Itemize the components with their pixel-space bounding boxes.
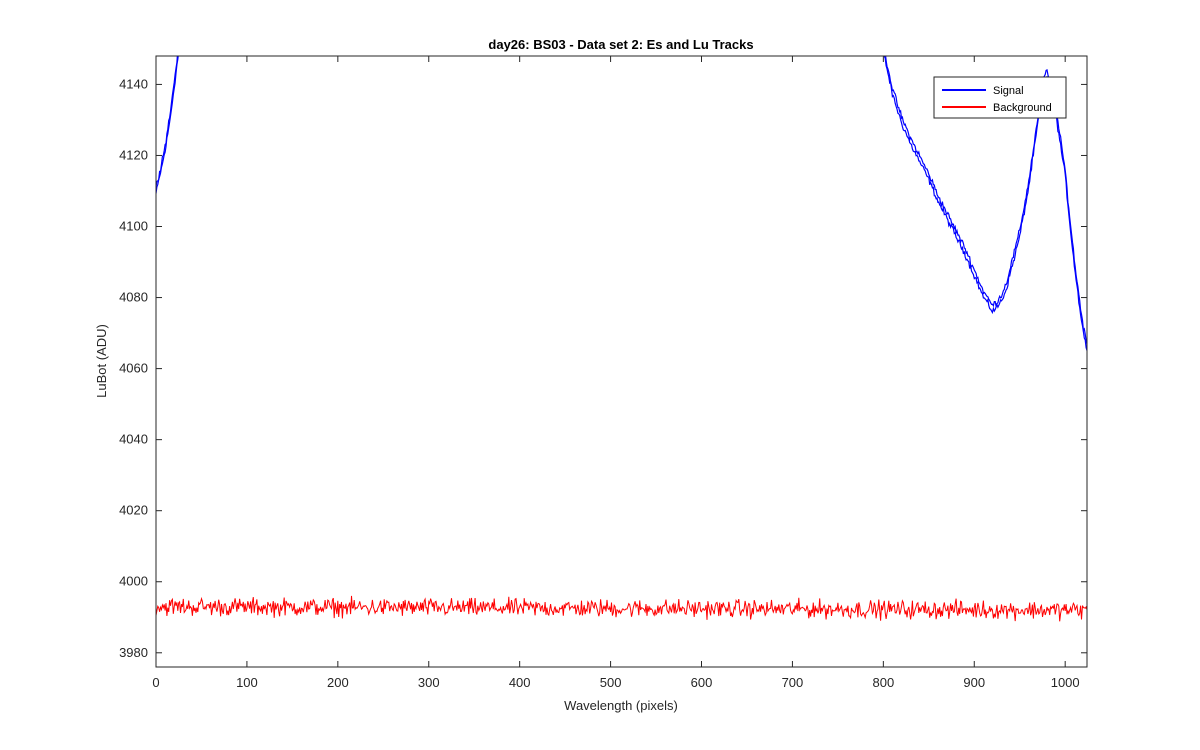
y-tick-label: 4100 [119,219,148,234]
series-signal-line [156,56,179,194]
y-tick-label: 4040 [119,432,148,447]
x-tick-label: 800 [872,675,894,690]
axes-box [155,55,1088,668]
y-tick-label: 4020 [119,503,148,518]
y-axis-label: LuBot (ADU) [94,324,109,398]
series-signal-line [156,56,178,187]
legend-label-signal: Signal [993,85,1024,97]
x-axis-ticks: 0 100 200 300 400 500 600 700 800 900 1000 [152,56,1080,690]
y-tick-label: 4000 [119,574,148,589]
y-tick-label: 3980 [119,645,148,660]
chart-title: day26: BS03 - Data set 2: Es and Lu Trac… [488,37,753,52]
x-tick-label: 700 [782,675,804,690]
y-tick-label: 4120 [119,147,148,162]
x-tick-label: 100 [236,675,258,690]
y-tick-label: 4080 [119,290,148,305]
x-tick-label: 400 [509,675,531,690]
x-tick-label: 1000 [1051,675,1080,690]
y-axis-ticks: 3980 4000 4020 4040 4060 4080 4100 4120 4140 [119,76,1087,660]
x-tick-label: 500 [600,675,622,690]
legend: Signal Background [933,76,1067,119]
legend-box [933,76,1067,119]
x-tick-label: 0 [152,675,159,690]
y-tick-label: 4140 [119,76,148,91]
x-tick-label: 200 [327,675,349,690]
x-tick-label: 300 [418,675,440,690]
x-axis-label: Wavelength (pixels) [564,698,678,713]
x-tick-label: 900 [963,675,985,690]
axes-background [156,56,1087,667]
series-background-line [156,595,1087,622]
x-tick-label: 600 [691,675,713,690]
y-tick-label: 4060 [119,361,148,376]
legend-label-background: Background [993,102,1052,114]
